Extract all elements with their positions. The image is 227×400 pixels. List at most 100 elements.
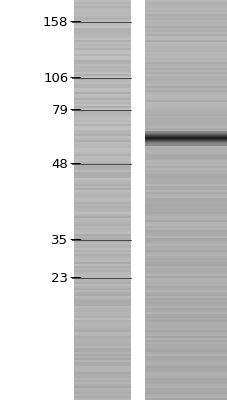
Bar — [144, 276, 227, 278]
Bar — [144, 336, 227, 338]
Bar — [144, 137, 227, 138]
Text: 48: 48 — [52, 158, 68, 170]
Bar — [144, 22, 227, 24]
Bar — [74, 386, 131, 388]
Bar — [144, 141, 227, 142]
Bar — [74, 340, 131, 342]
Bar — [74, 126, 131, 128]
Bar — [144, 14, 227, 16]
Bar — [74, 40, 131, 42]
Bar — [144, 8, 227, 10]
Bar — [144, 184, 227, 186]
Bar — [144, 206, 227, 208]
Bar — [74, 96, 131, 98]
Bar — [74, 360, 131, 362]
Bar — [144, 142, 227, 143]
Bar — [144, 56, 227, 58]
Bar — [144, 88, 227, 90]
Bar — [144, 106, 227, 108]
Bar — [74, 32, 131, 34]
Bar — [74, 92, 131, 94]
Bar — [74, 398, 131, 400]
Bar — [144, 202, 227, 204]
Bar — [144, 176, 227, 178]
Bar — [74, 164, 131, 166]
Bar — [144, 108, 227, 110]
Bar — [74, 324, 131, 326]
Bar — [144, 378, 227, 380]
Bar — [74, 328, 131, 330]
Bar — [74, 72, 131, 74]
Bar — [144, 26, 227, 28]
Bar — [74, 270, 131, 272]
Bar — [144, 24, 227, 26]
Bar — [74, 110, 131, 112]
Bar — [74, 14, 131, 16]
Bar — [74, 170, 131, 172]
Bar — [144, 94, 227, 96]
Bar — [74, 26, 131, 28]
Bar — [144, 318, 227, 320]
Bar — [144, 178, 227, 180]
Bar — [74, 228, 131, 230]
Bar — [74, 132, 131, 134]
Bar — [74, 240, 131, 242]
Bar — [144, 131, 227, 132]
Bar — [74, 142, 131, 144]
Bar — [144, 244, 227, 246]
Bar — [144, 140, 227, 141]
Bar — [144, 396, 227, 398]
Bar — [144, 118, 227, 120]
Bar — [74, 124, 131, 126]
Bar — [74, 288, 131, 290]
Bar — [74, 136, 131, 138]
Bar — [74, 20, 131, 22]
Bar — [74, 90, 131, 92]
Bar — [74, 248, 131, 250]
Bar — [144, 145, 227, 146]
Bar — [144, 164, 227, 166]
Bar — [74, 2, 131, 4]
Bar — [74, 382, 131, 384]
Bar — [144, 364, 227, 366]
Bar — [74, 156, 131, 158]
Bar — [74, 34, 131, 36]
Bar — [74, 350, 131, 352]
Bar — [74, 322, 131, 324]
Bar — [74, 38, 131, 40]
Bar — [74, 376, 131, 378]
Bar — [74, 218, 131, 220]
Bar — [144, 190, 227, 192]
Bar — [144, 256, 227, 258]
Bar — [74, 68, 131, 70]
Bar — [144, 139, 227, 140]
Bar — [144, 12, 227, 14]
Bar — [144, 294, 227, 296]
Bar — [144, 162, 227, 164]
Bar — [74, 358, 131, 360]
Bar — [144, 328, 227, 330]
Bar — [74, 392, 131, 394]
Bar — [74, 372, 131, 374]
Bar — [144, 196, 227, 198]
Bar — [144, 222, 227, 224]
Bar — [144, 330, 227, 332]
Bar — [74, 192, 131, 194]
Bar — [144, 306, 227, 308]
Bar — [74, 84, 131, 86]
Bar — [144, 258, 227, 260]
Bar — [74, 310, 131, 312]
Bar — [144, 260, 227, 262]
Bar — [144, 133, 227, 134]
Bar — [144, 296, 227, 298]
Bar — [144, 44, 227, 46]
Bar — [74, 82, 131, 84]
Bar — [144, 82, 227, 84]
Bar — [144, 310, 227, 312]
Bar — [144, 132, 227, 133]
Bar — [144, 264, 227, 266]
Bar — [144, 36, 227, 38]
Bar — [74, 122, 131, 124]
Text: —: — — [69, 16, 81, 28]
Bar — [144, 158, 227, 160]
